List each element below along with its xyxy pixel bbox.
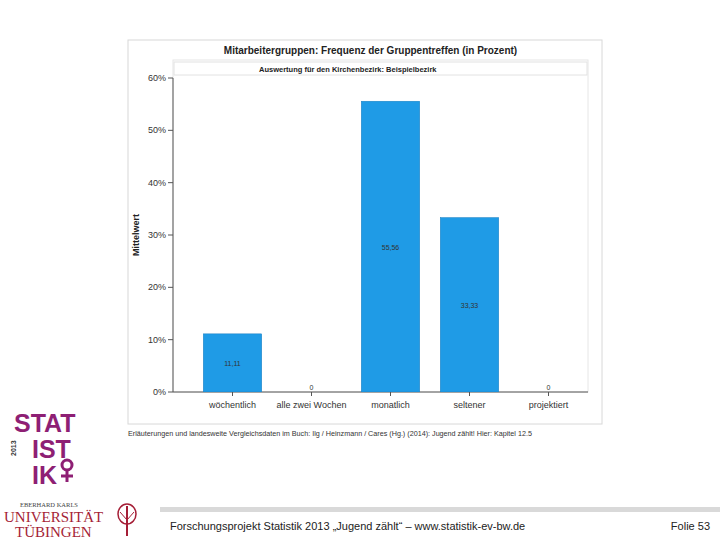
tree-icon bbox=[118, 504, 136, 524]
footnote: Erläuterungen und landesweite Vergleichs… bbox=[128, 429, 532, 438]
chart-subtitle: Auswertung für den Kirchenbezirk: Beispi… bbox=[259, 65, 437, 74]
data-label: 11,11 bbox=[224, 360, 241, 367]
y-tick-label: 20% bbox=[148, 282, 166, 292]
y-tick bbox=[168, 287, 173, 288]
bar bbox=[440, 218, 498, 392]
x-tick bbox=[311, 392, 312, 396]
y-tick bbox=[168, 392, 173, 393]
x-tick bbox=[548, 392, 549, 396]
bar bbox=[282, 392, 340, 393]
y-tick-label: 10% bbox=[148, 335, 166, 345]
x-tick-label: wöchentlich bbox=[208, 400, 256, 410]
university-text: EBERHARD KARLS bbox=[20, 501, 78, 508]
y-tick-label: 40% bbox=[148, 178, 166, 188]
x-tick bbox=[390, 392, 391, 396]
footer-text: Forschungsprojekt Statistik 2013 „Jugend… bbox=[170, 520, 525, 532]
y-tick bbox=[168, 182, 173, 183]
y-tick bbox=[168, 78, 173, 79]
logo-text: STAT bbox=[14, 409, 76, 437]
tree-icon bbox=[126, 506, 128, 536]
bar bbox=[203, 334, 261, 392]
y-tick-label: 30% bbox=[148, 230, 166, 240]
y-tick bbox=[168, 235, 173, 236]
chart-frame bbox=[128, 40, 602, 424]
footer-bar bbox=[160, 507, 720, 512]
bars bbox=[203, 101, 498, 392]
university-text: TÜBINGEN bbox=[15, 524, 92, 540]
x-tick bbox=[469, 392, 470, 396]
y-tick bbox=[168, 339, 173, 340]
data-label: 33,33 bbox=[461, 302, 479, 309]
logo-symbol bbox=[62, 460, 72, 470]
tree-icon bbox=[120, 512, 127, 520]
tree-icon bbox=[127, 512, 134, 520]
data-label: 0 bbox=[310, 384, 314, 391]
page-number: Folie 53 bbox=[671, 520, 710, 532]
y-tick bbox=[168, 130, 173, 131]
data-label: 55,56 bbox=[382, 244, 400, 251]
plot-area bbox=[173, 60, 588, 392]
y-tick-label: 50% bbox=[148, 125, 166, 135]
subtitle-box bbox=[174, 62, 587, 75]
logo-symbol bbox=[61, 475, 73, 478]
logo-year: 2013 bbox=[10, 440, 17, 456]
university-text: UNIVERSITÄT bbox=[4, 509, 103, 525]
data-label: 0 bbox=[547, 384, 551, 391]
y-axis-label: Mittelwert bbox=[131, 214, 141, 256]
x-tick-label: monatlich bbox=[371, 400, 410, 410]
x-tick bbox=[232, 392, 233, 396]
bar bbox=[519, 392, 577, 393]
y-tick-label: 60% bbox=[148, 73, 166, 83]
slide: Mitarbeitergruppen: Frequenz der Gruppen… bbox=[0, 0, 720, 540]
y-tick-label: 0% bbox=[153, 387, 166, 397]
chart-title: Mitarbeitergruppen: Frequenz der Gruppen… bbox=[224, 45, 517, 56]
x-tick-label: projektiert bbox=[529, 400, 569, 410]
bar bbox=[361, 101, 419, 392]
x-tick-label: seltener bbox=[453, 400, 485, 410]
logo-text: IK bbox=[32, 461, 57, 489]
x-tick-label: alle zwei Wochen bbox=[277, 400, 347, 410]
